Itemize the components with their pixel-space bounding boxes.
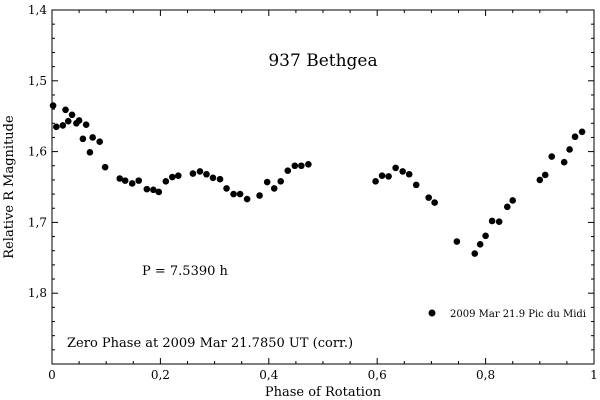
- data-point: [305, 161, 312, 168]
- legend: 2009 Mar 21.9 Pic du Midi: [428, 309, 586, 320]
- legend-marker: [428, 309, 436, 317]
- data-point: [509, 197, 516, 204]
- x-tick-label: 0,8: [476, 368, 495, 382]
- data-point: [230, 190, 237, 198]
- data-point: [96, 138, 103, 145]
- data-point: [298, 162, 305, 170]
- data-point: [101, 163, 109, 171]
- axis-ticks: 0 0,2 0,4 0,6 0,8 1 1,4 1,5 1,6 1,7 1,8: [28, 3, 598, 382]
- data-point: [488, 217, 496, 225]
- data-point: [75, 117, 83, 124]
- data-point: [64, 117, 72, 125]
- x-tick-label: 0: [48, 368, 56, 382]
- data-point: [566, 146, 573, 153]
- y-axis-title: Relative R Magnitude: [2, 115, 17, 259]
- y-tick-label: 1,6: [28, 145, 47, 159]
- data-point: [162, 178, 170, 185]
- data-point: [243, 195, 251, 203]
- data-points: [49, 102, 586, 257]
- data-point: [536, 176, 544, 184]
- data-point: [86, 149, 94, 156]
- data-point: [284, 167, 292, 175]
- data-point: [169, 173, 176, 181]
- data-point: [471, 250, 479, 257]
- data-point: [121, 177, 129, 184]
- data-point: [53, 123, 60, 131]
- data-point: [155, 188, 163, 196]
- data-point: [541, 171, 549, 179]
- data-point: [548, 153, 556, 160]
- data-point: [277, 178, 285, 185]
- x-tick-label: 0,2: [151, 368, 170, 382]
- y-tick-label: 1,4: [28, 3, 47, 17]
- period-annotation: P = 7.5390 h: [142, 264, 229, 279]
- data-point: [174, 172, 182, 179]
- y-tick-label: 1,8: [28, 286, 47, 300]
- data-point: [203, 170, 210, 178]
- x-tick-label: 0,4: [259, 368, 278, 382]
- data-point: [128, 180, 136, 187]
- x-tick-label: 0,6: [368, 368, 387, 382]
- y-tick-label: 1,5: [28, 74, 47, 88]
- data-point: [503, 203, 511, 211]
- data-point: [495, 218, 503, 225]
- data-point: [256, 192, 263, 199]
- data-point: [209, 174, 217, 182]
- data-point: [62, 106, 69, 114]
- data-point: [392, 164, 399, 172]
- legend-label: 2009 Mar 21.9 Pic du Midi: [450, 309, 586, 320]
- data-point: [49, 102, 57, 109]
- data-point: [143, 185, 151, 193]
- data-point: [270, 185, 278, 192]
- data-point: [405, 170, 413, 178]
- y-tick-label: 1,7: [28, 215, 47, 229]
- data-point: [560, 158, 568, 166]
- chart-title: 937 Bethgea: [268, 51, 377, 71]
- data-point: [425, 194, 432, 201]
- data-point: [578, 128, 586, 136]
- data-point: [412, 181, 420, 189]
- data-point: [385, 173, 392, 180]
- data-point: [89, 134, 96, 141]
- data-point: [378, 172, 386, 179]
- data-point: [236, 190, 244, 198]
- data-point: [482, 232, 489, 240]
- data-point: [79, 135, 87, 143]
- data-point: [291, 162, 299, 170]
- data-point: [116, 175, 124, 182]
- zero-phase-annotation: Zero Phase at 2009 Mar 21.7850 UT (corr.…: [67, 336, 353, 351]
- x-axis-title: Phase of Rotation: [265, 385, 382, 400]
- data-point: [196, 168, 204, 175]
- data-point: [59, 122, 67, 129]
- data-point: [372, 178, 379, 185]
- data-point: [150, 186, 157, 194]
- data-point: [263, 178, 271, 186]
- data-point: [571, 133, 579, 141]
- data-point: [189, 170, 197, 177]
- data-point: [453, 238, 461, 245]
- data-point: [431, 199, 438, 206]
- data-point: [68, 111, 76, 119]
- data-point: [223, 185, 230, 192]
- x-tick-label: 1: [590, 368, 598, 382]
- data-point: [399, 168, 406, 175]
- data-point: [216, 175, 224, 183]
- data-point: [135, 177, 143, 184]
- data-point: [82, 121, 90, 128]
- data-point: [476, 241, 484, 248]
